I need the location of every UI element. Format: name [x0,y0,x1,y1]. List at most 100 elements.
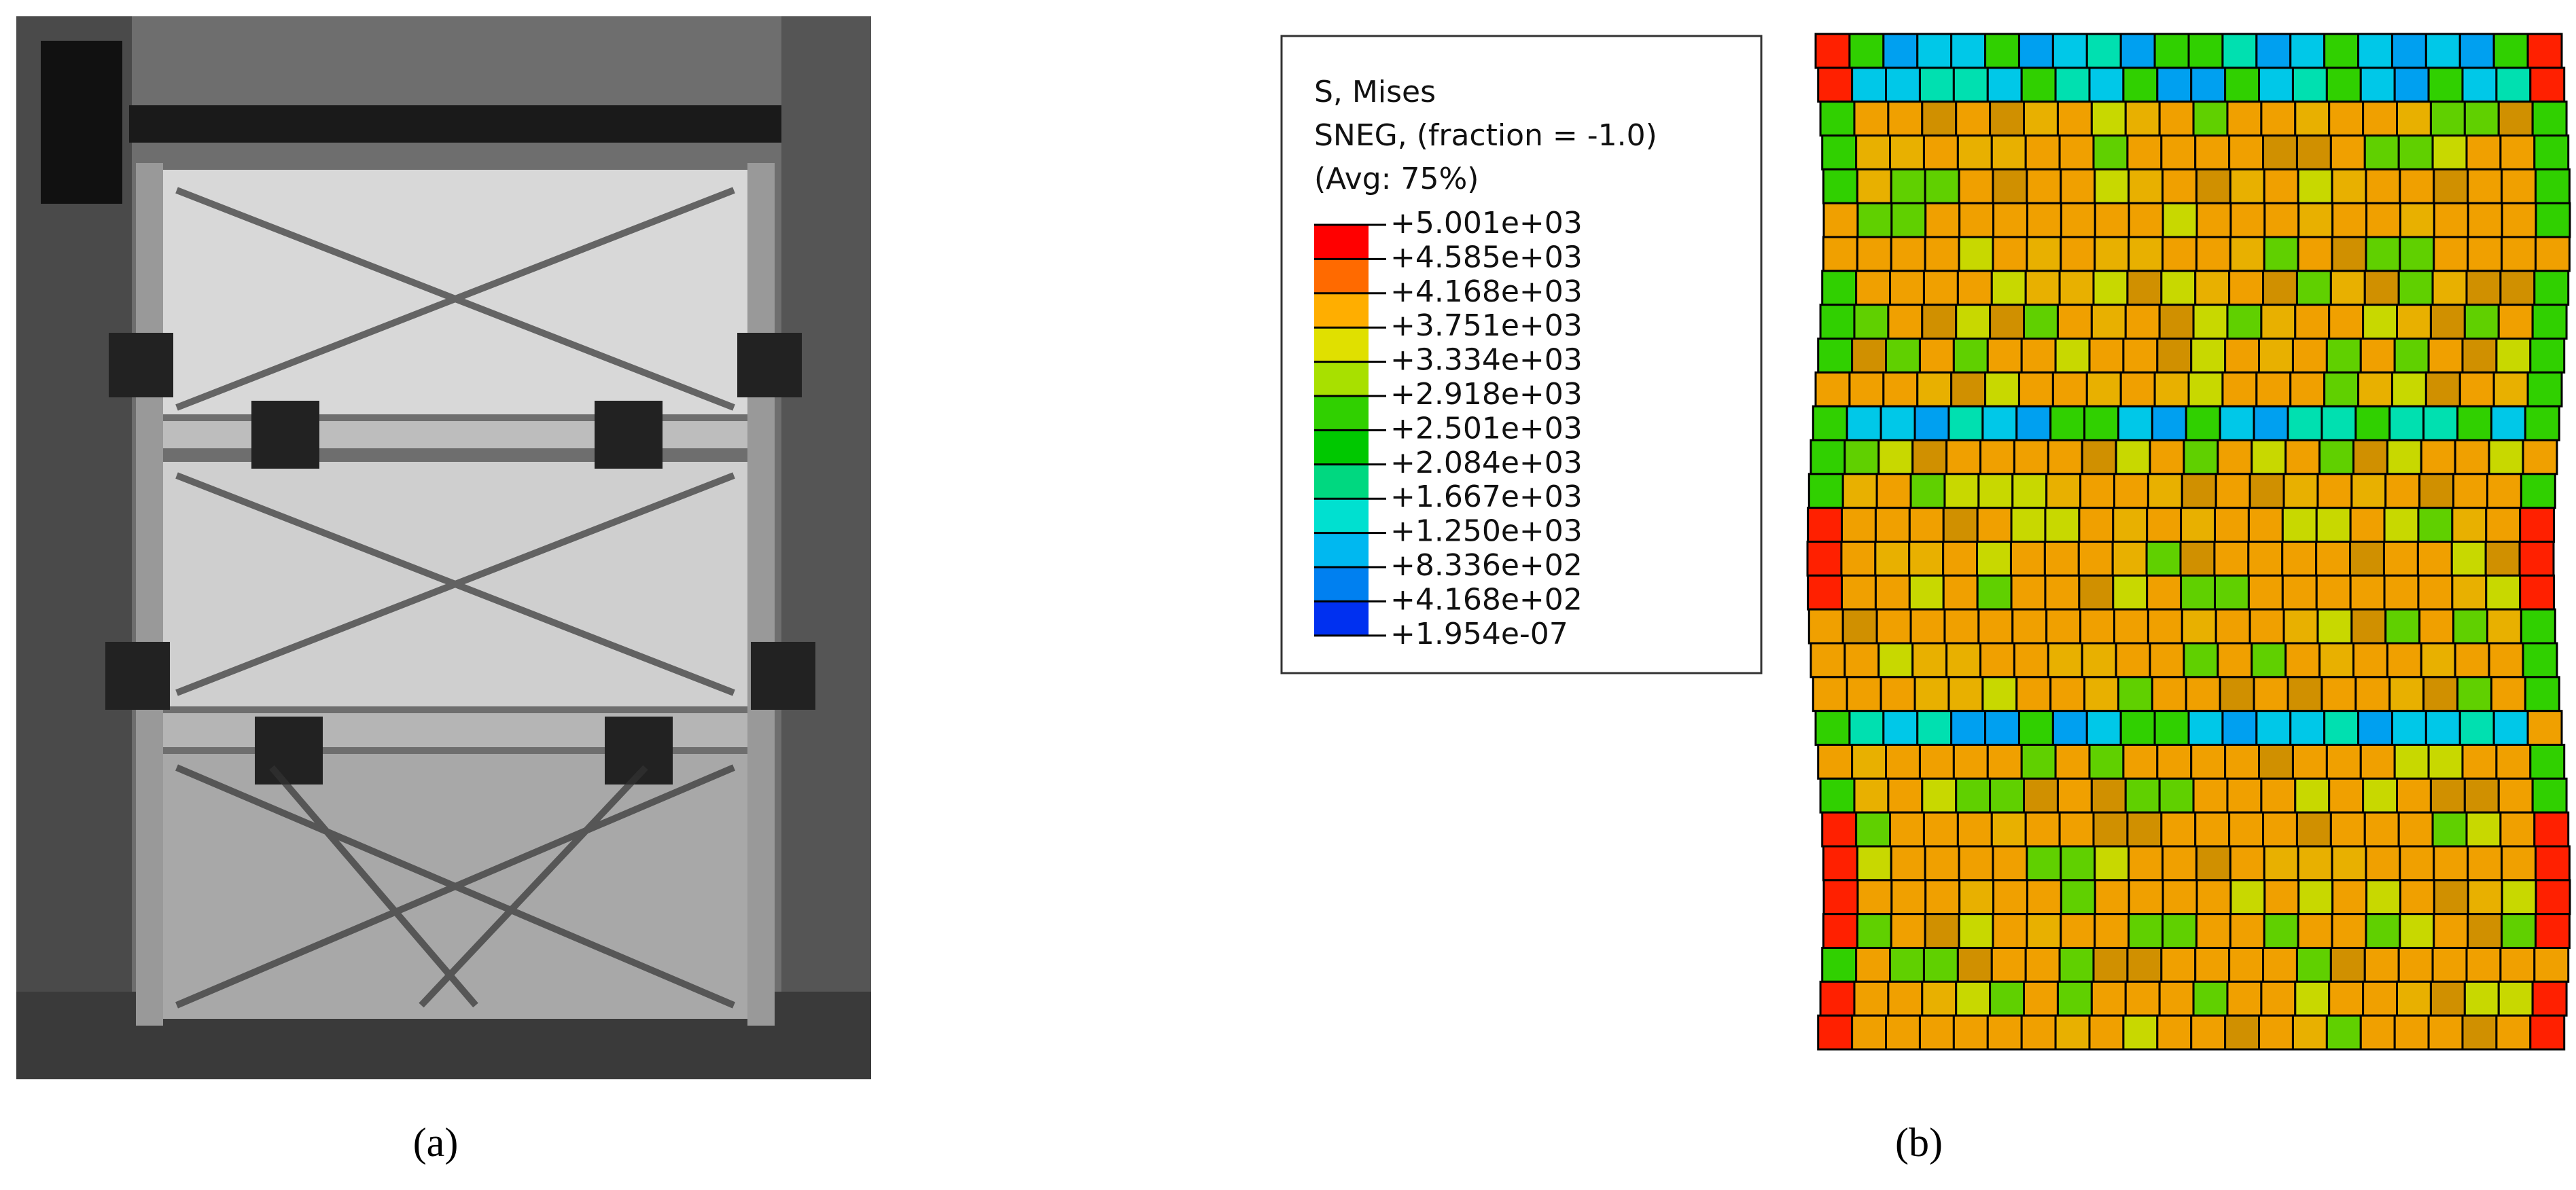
mesh-element [1950,371,1987,408]
mesh-element [2160,134,2197,170]
mesh-element [2010,574,2047,611]
mesh-element [2297,202,2334,238]
mesh-element [2228,134,2265,170]
mesh-element [1841,473,1878,509]
mesh-element [1814,33,1851,69]
mesh-element [1890,168,1926,204]
mesh-element [2390,710,2427,746]
mesh-element [2190,67,2227,103]
mesh-element [2248,473,2285,509]
mesh-element [1947,405,1984,441]
mesh-element [2124,304,2161,340]
mesh-element [2291,744,2328,780]
mesh-element [1986,744,2023,780]
mesh-element [2015,676,2052,713]
legend-swatch [1314,327,1369,362]
mesh-element [2497,777,2534,814]
mesh-element [2388,676,2425,713]
mesh-element [2531,980,2568,1017]
mesh-element [2384,473,2421,509]
mesh-element [1821,811,1858,848]
mesh-element [1819,980,1856,1017]
mesh-element [2519,507,2556,543]
mesh-element [2190,744,2227,780]
mesh-element [2260,980,2297,1017]
mesh-element [2117,405,2153,441]
mesh-element [2485,507,2522,543]
mesh-element [2122,1014,2159,1051]
mesh-element [2485,574,2522,611]
mesh-element [2396,101,2432,137]
mesh-element [2433,202,2469,238]
mesh-element [2524,405,2560,441]
mesh-element [2024,134,2061,170]
mesh-element [2331,202,2368,238]
mesh-element [2349,574,2386,611]
legend-swatch [1314,499,1369,533]
mesh-element [2023,777,2059,814]
mesh-element [2535,879,2571,916]
mesh-element [2325,1014,2362,1051]
mesh-element [2282,608,2319,645]
mesh-element [2122,338,2159,374]
mesh-element [2359,744,2396,780]
mesh-element [2284,642,2321,679]
mesh-element [2026,913,2062,949]
mesh-element [1853,101,1890,137]
mesh-element [2262,134,2298,170]
mesh-element [1819,304,1856,340]
mesh-element [2060,845,2096,882]
mesh-element [2092,947,2129,983]
mesh-element [2023,101,2059,137]
mesh-element [1918,338,1955,374]
mesh-element [1911,642,1948,679]
mesh-element [2519,574,2556,611]
mesh-element [2315,507,2352,543]
mesh-element [1984,371,2020,408]
mesh-element [2015,405,2052,441]
mesh-element [2331,879,2368,916]
photo-wall [781,16,871,1079]
mesh-element [2281,574,2318,611]
mesh-element [1840,574,1877,611]
mesh-element [1913,676,1950,713]
mesh-element [1877,642,1914,679]
mesh-element [2026,879,2062,916]
mesh-element [2495,1014,2532,1051]
mesh-element [2092,811,2129,848]
mesh-element [2079,473,2115,509]
legend-swatch [1314,225,1369,259]
mesh-element [2263,913,2299,949]
mesh-element [1908,541,1945,577]
mesh-element [2146,574,2183,611]
mesh-element [2194,134,2231,170]
mesh-element [2058,947,2095,983]
mesh-element [2497,304,2534,340]
mesh-element [2258,1014,2294,1051]
mesh-element [1843,439,1880,475]
mesh-element [2463,101,2500,137]
mesh-element [2153,371,2190,408]
mesh-element [1956,811,1993,848]
mesh-element [1989,777,2026,814]
mesh-element [1890,202,1927,238]
mesh-element [2535,202,2571,238]
mesh-element [1922,270,1959,306]
mesh-element [2450,541,2487,577]
mesh-element [2352,642,2388,679]
mesh-element [2194,270,2231,306]
mesh-element [1916,371,1953,408]
mesh-element [1981,676,2018,713]
mesh-element [2119,371,2156,408]
mesh-element [2495,67,2532,103]
mesh-element [2192,777,2229,814]
mesh-element [1810,439,1846,475]
mesh-element [1848,710,1885,746]
mesh-element [2060,913,2096,949]
mesh-element [2260,777,2297,814]
mesh-element [1846,676,1882,713]
legend-swatch [1314,601,1369,636]
mesh-element [2219,405,2255,441]
mesh-element [2399,879,2435,916]
